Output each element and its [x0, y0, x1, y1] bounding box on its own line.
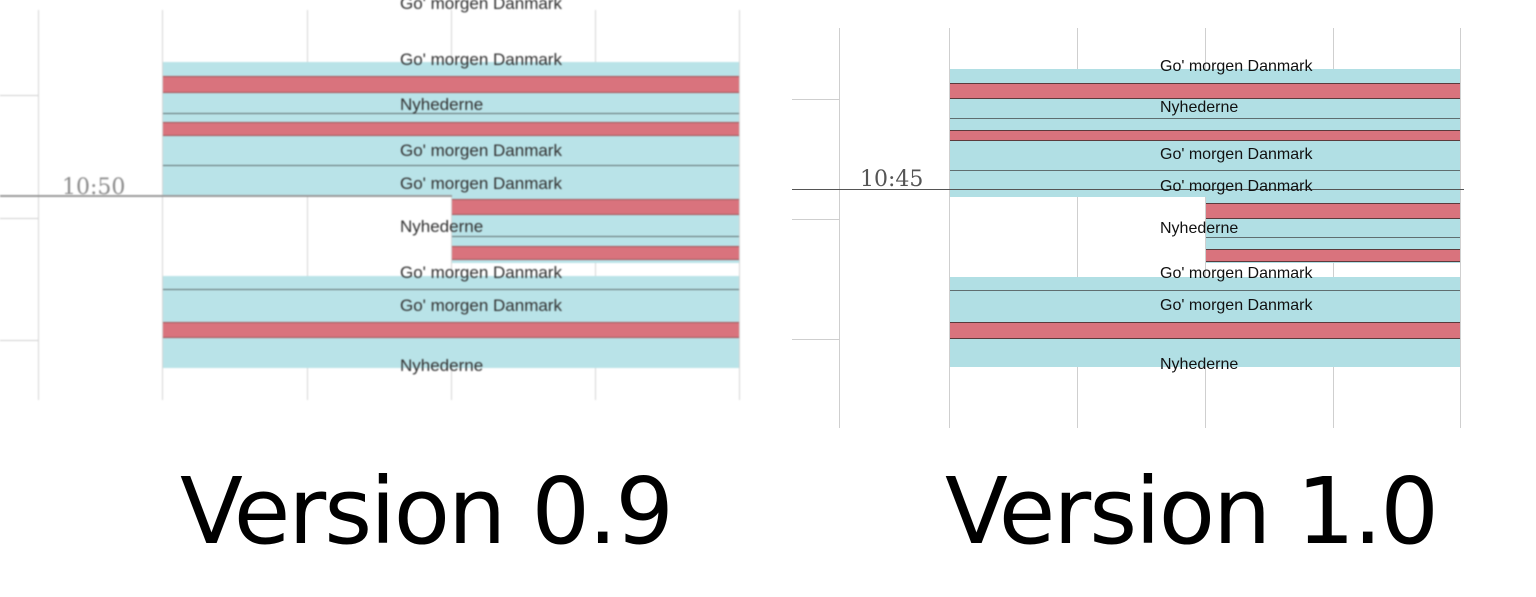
grid-line: [451, 10, 452, 400]
commercial-break[interactable]: [950, 130, 1460, 141]
program-label[interactable]: Go' morgen Danmark: [400, 174, 562, 193]
current-time-line: [0, 195, 452, 197]
program-label[interactable]: Nyhederne: [1160, 99, 1239, 116]
grid-line: [1460, 28, 1461, 428]
current-time-label: 10:45: [860, 167, 924, 192]
grid-line: [307, 10, 308, 400]
schedule-panel-v09: Go' morgen Danmark 10:50 Go' morgen Danm…: [0, 0, 770, 410]
hour-tick: [0, 218, 38, 219]
grid-line: [38, 10, 39, 400]
program-label[interactable]: Go' morgen Danmark: [1160, 297, 1313, 314]
program-label[interactable]: Nyhederne: [400, 217, 484, 236]
program-label[interactable]: Go' morgen Danmark: [1160, 146, 1313, 163]
current-time-line: [792, 189, 1464, 190]
commercial-break[interactable]: [163, 322, 739, 338]
hour-tick: [792, 219, 839, 220]
hour-tick: [792, 99, 839, 100]
program-label[interactable]: Go' morgen Danmark: [400, 141, 562, 160]
grid-line: [839, 28, 840, 428]
program-separator: [452, 236, 739, 237]
program-label[interactable]: Nyhederne: [1160, 356, 1239, 373]
grid-line: [739, 10, 740, 400]
program-label[interactable]: Go' morgen Danmark: [400, 0, 562, 13]
program-separator: [163, 113, 739, 114]
program-label[interactable]: Go' morgen Danmark: [400, 50, 562, 69]
program-label[interactable]: Go' morgen Danmark: [400, 296, 562, 315]
program-label[interactable]: Nyhederne: [400, 95, 484, 114]
commercial-break[interactable]: [452, 246, 739, 260]
commercial-break[interactable]: [950, 322, 1460, 339]
commercial-break[interactable]: [1206, 203, 1460, 219]
program-separator: [950, 290, 1460, 291]
grid-line: [1205, 28, 1206, 428]
program-label[interactable]: Go' morgen Danmark: [1160, 58, 1313, 75]
program-separator: [950, 170, 1460, 171]
program-separator: [163, 165, 739, 166]
commercial-break[interactable]: [163, 76, 739, 93]
commercial-break[interactable]: [163, 122, 739, 136]
hour-tick: [0, 95, 38, 96]
version-caption: Version 1.0: [945, 458, 1439, 565]
program-label[interactable]: Nyhederne: [400, 356, 484, 375]
program-separator: [950, 118, 1460, 119]
hour-tick: [0, 340, 38, 341]
program-label[interactable]: Go' morgen Danmark: [400, 263, 562, 282]
program-label[interactable]: Nyhederne: [1160, 220, 1239, 237]
program-label[interactable]: Go' morgen Danmark: [1160, 178, 1313, 195]
grid-line: [949, 28, 950, 428]
program-separator: [1206, 237, 1460, 238]
schedule-panel-v10: 10:45 Go' morgen Danmark Nyhederne Go' m…: [770, 0, 1536, 440]
current-time-label: 10:50: [62, 175, 126, 200]
commercial-break[interactable]: [452, 199, 739, 215]
program-separator: [163, 289, 739, 290]
program-label[interactable]: Go' morgen Danmark: [1160, 265, 1313, 282]
hour-tick: [792, 339, 839, 340]
version-caption: Version 0.9: [180, 458, 674, 565]
commercial-break[interactable]: [950, 83, 1460, 99]
grid-line: [1077, 28, 1078, 428]
commercial-break[interactable]: [1206, 249, 1460, 262]
grid-line: [162, 10, 163, 400]
